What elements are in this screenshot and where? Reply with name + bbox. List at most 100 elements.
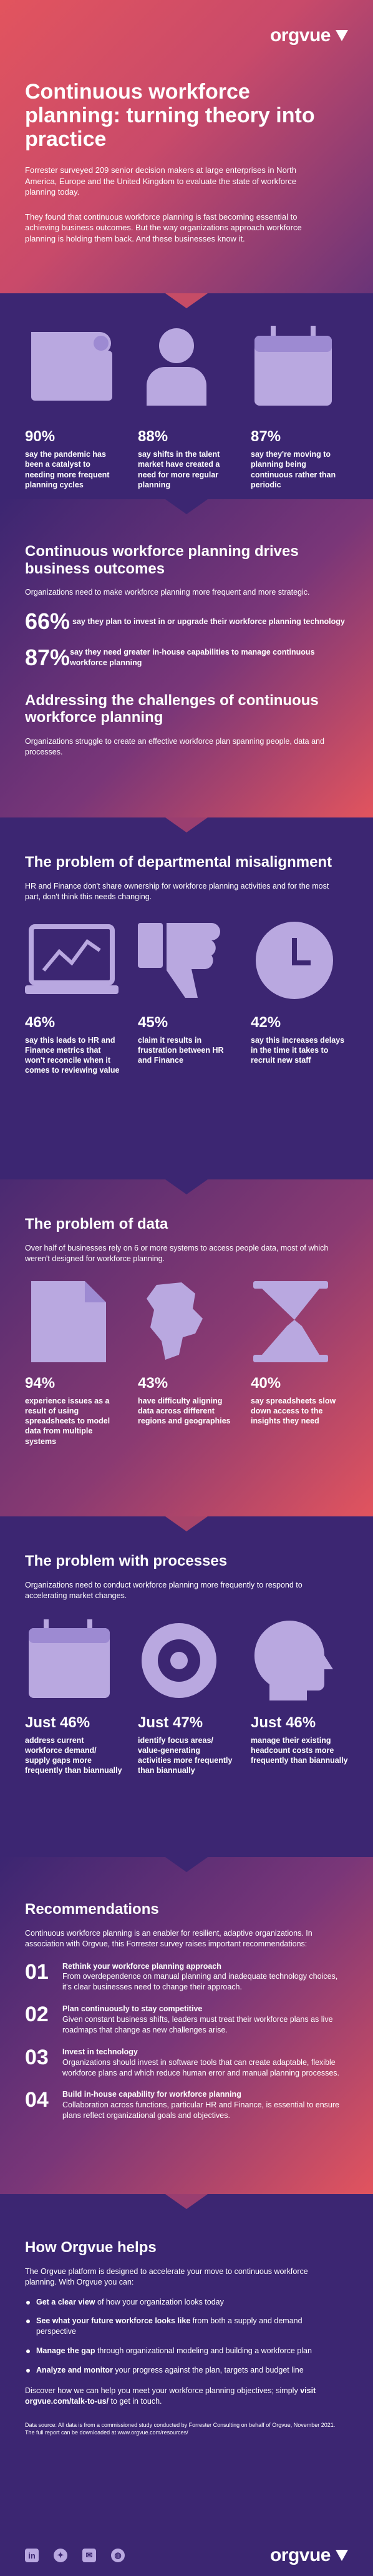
recommendation-number: 02 bbox=[25, 2003, 49, 2027]
footer: in ✦ ✉ ◍ orgvue bbox=[0, 2514, 373, 2576]
email-icon[interactable]: ✉ bbox=[82, 2549, 96, 2562]
stat-card: 45% claim it results in frustration betw… bbox=[138, 920, 235, 1076]
stat-label: identify focus areas/ value-generating a… bbox=[138, 1735, 233, 1775]
stat-value: 43% bbox=[138, 1374, 168, 1392]
stat-value: 87% bbox=[25, 644, 70, 670]
processes-section: The problem with processes Organizations… bbox=[0, 1516, 373, 1872]
data-source-note: Data source: All data is from a commissi… bbox=[25, 2421, 336, 2436]
globe-icon[interactable]: ◍ bbox=[111, 2549, 125, 2562]
stat-value: 88% bbox=[138, 428, 168, 445]
stat-value: 46% bbox=[25, 1013, 56, 1031]
chevron-down-icon bbox=[165, 1179, 208, 1194]
gauge-icon bbox=[138, 1619, 231, 1700]
stat-card: 90% say the pandemic has been a catalyst… bbox=[25, 326, 122, 490]
twitter-icon[interactable]: ✦ bbox=[54, 2549, 67, 2562]
stat-value: 66% bbox=[25, 608, 70, 634]
section-intro: Organizations need to conduct workforce … bbox=[25, 1580, 303, 1601]
challenges-title: Addressing the challenges of continuous … bbox=[25, 691, 319, 726]
hero-paragraph-1: Forrester surveyed 209 senior decision m… bbox=[25, 165, 297, 197]
recommendation-title: Invest in technology bbox=[62, 2047, 138, 2056]
laptop-chart-icon bbox=[25, 920, 119, 1002]
social-links: in ✦ ✉ ◍ bbox=[25, 2549, 125, 2562]
recommendation-item: 04 Build in-house capability for workfor… bbox=[25, 2089, 348, 2121]
misalignment-section: The problem of departmental misalignment… bbox=[0, 817, 373, 1194]
calendar-icon bbox=[251, 326, 344, 407]
logo-text: orgvue bbox=[269, 2545, 331, 2565]
list-item: See what your future workforce looks lik… bbox=[25, 2316, 318, 2337]
section-title: The problem with processes bbox=[25, 1553, 228, 1569]
linkedin-icon[interactable]: in bbox=[25, 2549, 39, 2562]
help-item-text: of how your organization looks today bbox=[95, 2297, 224, 2306]
section-intro: HR and Finance don't share ownership for… bbox=[25, 881, 329, 902]
orgvue-logo-footer[interactable]: orgvue bbox=[270, 2545, 348, 2566]
recommendation-title: Plan continuously to stay competitive bbox=[62, 2004, 203, 2014]
logo-mark-icon bbox=[334, 2549, 348, 2562]
person-icon bbox=[138, 326, 231, 407]
recommendation-item: 02 Plan continuously to stay competitive… bbox=[25, 2004, 348, 2036]
outcomes-section: Continuous workforce planning drives bus… bbox=[0, 499, 373, 832]
stat-card: 94% experience issues as a result of usi… bbox=[25, 1281, 122, 1447]
stat-label: say they plan to invest in or upgrade th… bbox=[72, 617, 345, 626]
section-title: The problem of departmental misalignment bbox=[25, 854, 332, 871]
stat-card: 46% say this leads to HR and Finance met… bbox=[25, 920, 122, 1076]
outcome-stat: 87% say they need greater in-house capab… bbox=[25, 645, 348, 671]
map-icon bbox=[25, 326, 119, 407]
chevron-down-icon bbox=[165, 1516, 208, 1531]
logo-mark-icon bbox=[334, 29, 348, 42]
stat-card: 43% have difficulty aligning data across… bbox=[138, 1281, 235, 1447]
outcome-stat: 66% say they plan to invest in or upgrad… bbox=[25, 608, 348, 635]
help-item-bold: See what your future workforce looks lik… bbox=[36, 2316, 191, 2326]
recommendation-text: Organizations should invest in software … bbox=[62, 2057, 340, 2077]
chevron-down-icon bbox=[165, 499, 208, 514]
document-icon bbox=[25, 1281, 119, 1362]
list-item: Manage the gap through organizational mo… bbox=[25, 2346, 318, 2356]
head-icon bbox=[251, 1619, 344, 1700]
stats-section: 90% say the pandemic has been a catalyst… bbox=[0, 293, 373, 514]
stat-label: say this increases delays in the time it… bbox=[251, 1035, 345, 1065]
thumbs-down-icon bbox=[138, 920, 231, 1002]
chevron-down-icon bbox=[165, 817, 208, 832]
orgvue-logo[interactable]: orgvue bbox=[270, 25, 348, 46]
data-section: The problem of data Over half of busines… bbox=[0, 1179, 373, 1531]
recommendation-item: 01 Rethink your workforce planning appro… bbox=[25, 1961, 348, 1993]
section-intro: The Orgvue platform is designed to accel… bbox=[25, 2266, 308, 2287]
logo-text: orgvue bbox=[269, 25, 331, 46]
stat-card: 40% say spreadsheets slow down access to… bbox=[251, 1281, 348, 1447]
stat-card: Just 46% manage their existing headcount… bbox=[251, 1619, 348, 1776]
section-title: How Orgvue helps bbox=[25, 2239, 157, 2256]
stat-value: 90% bbox=[25, 428, 56, 445]
stat-label: claim it results in frustration between … bbox=[138, 1035, 224, 1065]
stat-card: Just 46% address current workforce deman… bbox=[25, 1619, 122, 1776]
stat-label: experience issues as a result of using s… bbox=[25, 1396, 110, 1446]
help-item-text: your progress against the plan, targets … bbox=[112, 2366, 304, 2375]
stat-value: Just 46% bbox=[251, 1714, 316, 1731]
chevron-down-icon bbox=[165, 1857, 208, 1872]
recommendation-item: 03 Invest in technology Organizations sh… bbox=[25, 2047, 348, 2079]
cta-post: to get in touch. bbox=[109, 2397, 162, 2406]
stat-value: Just 46% bbox=[25, 1714, 90, 1731]
recommendation-text: Collaboration across functions, particul… bbox=[62, 2100, 339, 2120]
stat-label: say the pandemic has been a catalyst to … bbox=[25, 450, 110, 489]
hourglass-icon bbox=[251, 1281, 344, 1362]
help-item-text: through organizational modeling and buil… bbox=[95, 2346, 312, 2356]
hero-section: orgvue Continuous workforce planning: tu… bbox=[0, 0, 373, 308]
clock-icon bbox=[251, 920, 344, 1002]
help-item-bold: Analyze and monitor bbox=[36, 2366, 113, 2375]
recommendations-section: Recommendations Continuous workforce pla… bbox=[0, 1857, 373, 2209]
stat-label: manage their existing headcount costs mo… bbox=[251, 1735, 348, 1765]
stat-label: address current workforce demand/ supply… bbox=[25, 1735, 122, 1775]
section-title: The problem of data bbox=[25, 1216, 168, 1232]
recommendation-number: 04 bbox=[25, 2088, 49, 2112]
stat-value: 87% bbox=[251, 428, 281, 445]
recommendation-number: 01 bbox=[25, 1959, 49, 1984]
stat-card: Just 47% identify focus areas/ value-gen… bbox=[138, 1619, 235, 1776]
section-title: Continuous workforce planning drives bus… bbox=[25, 543, 299, 577]
cta-pre: Discover how we can help you meet your w… bbox=[25, 2386, 301, 2395]
calendar-icon bbox=[25, 1619, 119, 1700]
stat-card: 88% say shifts in the talent market have… bbox=[138, 326, 235, 490]
recommendation-title: Rethink your workforce planning approach bbox=[62, 1961, 221, 1971]
stat-value: Just 47% bbox=[138, 1714, 203, 1731]
challenges-text: Organizations struggle to create an effe… bbox=[25, 736, 324, 757]
recommendation-text: Given constant business shifts, leaders … bbox=[62, 2015, 333, 2034]
